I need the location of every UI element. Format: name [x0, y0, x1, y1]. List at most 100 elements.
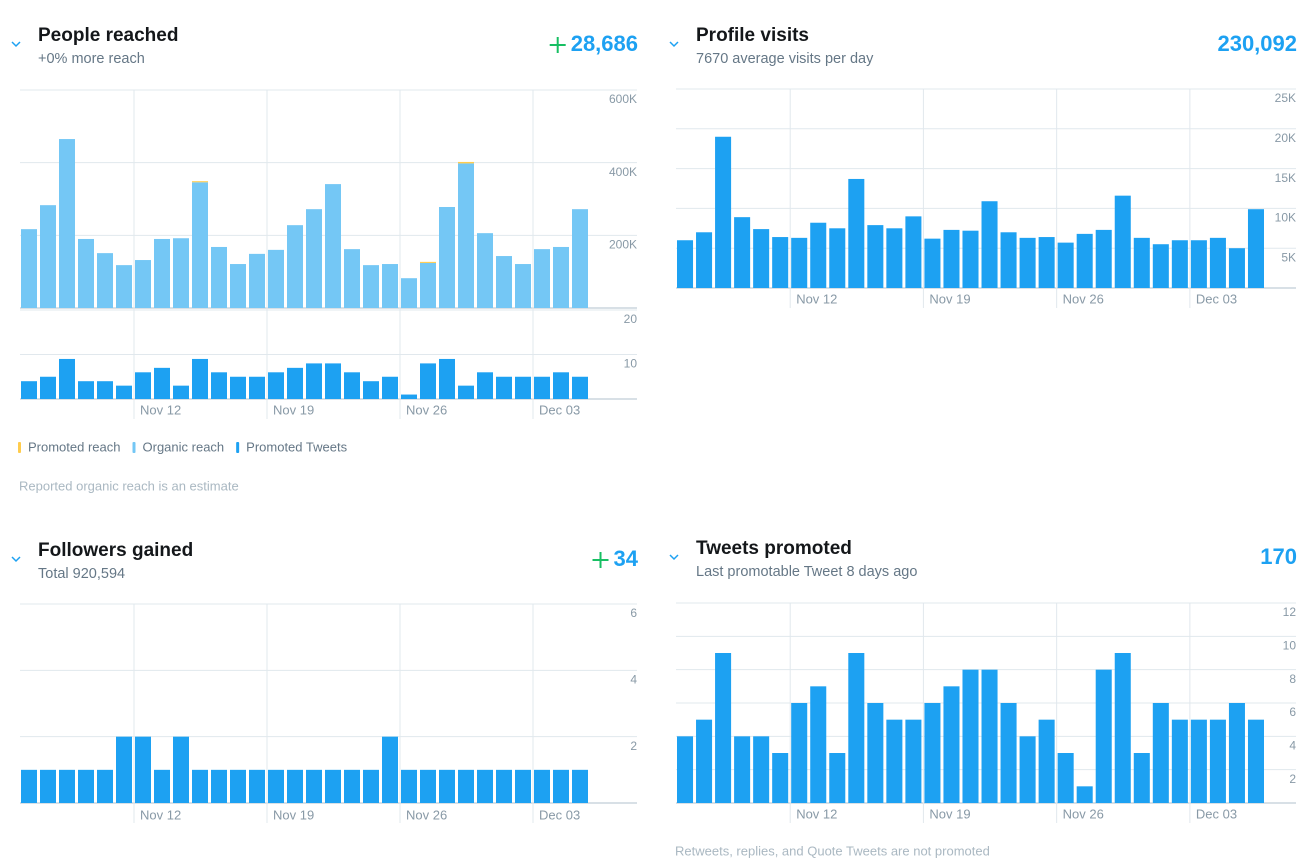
bar [772, 753, 789, 803]
x-tick-label: Nov 12 [796, 291, 837, 306]
panel: Tweets promoted Last promotable Tweet 8 d… [669, 538, 1297, 858]
bar [867, 703, 884, 803]
bar [515, 264, 531, 308]
bar [1000, 703, 1017, 803]
bar [1000, 232, 1017, 288]
bar [192, 181, 208, 183]
bar [1190, 240, 1207, 288]
bar [572, 769, 588, 803]
bar [59, 358, 75, 399]
bar [439, 358, 455, 399]
bar [116, 385, 132, 399]
bar [1019, 237, 1036, 288]
bar [192, 769, 208, 803]
bar [78, 238, 94, 308]
panel-total: 34 [614, 546, 639, 571]
bar [810, 686, 827, 803]
bar [1133, 753, 1150, 803]
panel-title: Profile visits [696, 25, 809, 46]
collapse-chevron[interactable] [669, 41, 679, 48]
bar [249, 769, 265, 803]
x-tick-label: Nov 26 [1063, 291, 1104, 306]
bar [401, 278, 417, 308]
y-tick-label: 200K [609, 238, 637, 252]
bar [268, 769, 284, 803]
bar [905, 719, 922, 803]
panel: Followers gained Total 920,594 34 2 4 6 Nov 12… [11, 540, 639, 823]
bar [696, 232, 713, 288]
bar [1209, 719, 1226, 803]
bar [981, 201, 998, 288]
bar [344, 372, 360, 399]
x-tick-label: Dec 03 [1196, 806, 1237, 821]
y-tick-label: 15K [1275, 171, 1296, 185]
bar [496, 256, 512, 308]
bar [477, 769, 493, 803]
x-tick-label: Nov 19 [929, 291, 970, 306]
bar [116, 265, 132, 308]
y-tick-label: 2 [630, 739, 637, 753]
bar [135, 372, 151, 399]
bar [21, 769, 37, 803]
legend-label: Organic reach [143, 439, 225, 454]
bar [306, 769, 322, 803]
bar [1114, 653, 1131, 803]
bar [420, 769, 436, 803]
bar [21, 229, 37, 308]
bar [249, 376, 265, 399]
bar [1057, 242, 1074, 288]
bar [1038, 719, 1055, 803]
bar [363, 381, 379, 399]
bar [943, 229, 960, 288]
legend-swatch [236, 442, 240, 453]
bar [981, 669, 998, 803]
y-tick-label: 8 [1289, 672, 1296, 686]
bar [325, 363, 341, 399]
bar [230, 264, 246, 308]
bar [1095, 669, 1112, 803]
bar [439, 769, 455, 803]
bar [268, 372, 284, 399]
bar [553, 769, 569, 803]
bar [382, 736, 398, 803]
bar [173, 238, 189, 308]
bar [905, 216, 922, 288]
x-tick-label: Nov 19 [273, 402, 314, 417]
bar [962, 669, 979, 803]
bar [420, 262, 436, 308]
bar [1152, 703, 1169, 803]
bar [1019, 736, 1036, 803]
panel: Profile visits 7670 average visits per da… [669, 25, 1297, 308]
panel-title: People reached [38, 25, 178, 46]
x-tick-label: Nov 26 [406, 402, 447, 417]
bar [458, 769, 474, 803]
collapse-chevron[interactable] [669, 554, 679, 561]
collapse-chevron[interactable] [11, 556, 21, 563]
bar [211, 769, 227, 803]
y-tick-label: 10 [624, 357, 638, 371]
bar [458, 163, 474, 308]
bar [268, 249, 284, 308]
bar [1228, 248, 1245, 288]
bar [943, 686, 960, 803]
bar [325, 769, 341, 803]
bar [78, 769, 94, 803]
y-tick-label: 6 [630, 606, 637, 620]
bar [1038, 237, 1055, 288]
bar [401, 769, 417, 803]
bar [306, 363, 322, 399]
collapse-chevron[interactable] [11, 41, 21, 48]
bar [677, 240, 694, 288]
legend-swatch [132, 442, 136, 453]
legend-label: Promoted reach [28, 439, 121, 454]
bar [249, 253, 265, 308]
bar [677, 736, 694, 803]
bar [1209, 237, 1226, 288]
bar [829, 753, 846, 803]
x-tick-label: Nov 19 [273, 807, 314, 822]
bar [848, 178, 865, 288]
bar [715, 653, 732, 803]
bar [924, 238, 941, 288]
bar [1095, 229, 1112, 288]
